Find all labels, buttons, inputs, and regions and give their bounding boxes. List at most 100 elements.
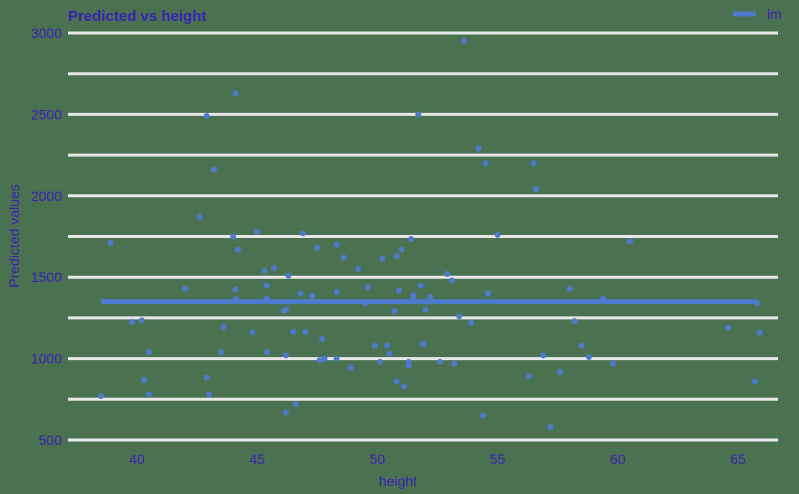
data-point	[206, 391, 213, 398]
data-point	[405, 358, 412, 365]
data-point	[422, 306, 429, 313]
data-point	[444, 270, 451, 277]
data-point	[410, 295, 417, 302]
data-point	[232, 296, 239, 303]
data-point	[355, 266, 362, 273]
y-tick-label: 1000	[31, 351, 62, 367]
data-point	[408, 235, 415, 242]
data-point	[129, 318, 136, 325]
data-point	[362, 300, 369, 307]
data-point	[460, 38, 467, 45]
data-point	[756, 329, 763, 336]
data-point	[417, 282, 424, 289]
chart-title: Predicted vs height	[68, 8, 206, 25]
data-point	[302, 328, 309, 335]
data-point	[376, 358, 383, 365]
y-tick-label: 2000	[31, 188, 62, 204]
data-point	[234, 246, 241, 253]
data-point	[468, 319, 475, 326]
data-point	[571, 318, 578, 325]
x-tick-label: 50	[370, 451, 386, 467]
data-point	[436, 358, 443, 365]
data-point	[533, 186, 540, 193]
data-point	[398, 246, 405, 253]
data-point	[751, 378, 758, 385]
data-point	[271, 265, 278, 272]
data-point	[600, 295, 607, 302]
data-point	[263, 295, 270, 302]
data-point	[566, 285, 573, 292]
data-point	[393, 253, 400, 260]
x-tick-label: 60	[610, 451, 626, 467]
data-point	[230, 233, 237, 240]
data-point	[316, 357, 323, 364]
data-point	[203, 113, 210, 120]
data-point	[299, 230, 306, 237]
data-point	[475, 145, 482, 152]
data-point	[107, 240, 114, 247]
data-point	[314, 244, 321, 251]
data-point	[585, 353, 592, 360]
data-point	[448, 277, 455, 284]
data-point	[540, 352, 547, 359]
data-point	[196, 213, 203, 220]
data-point	[263, 349, 270, 356]
data-point	[547, 423, 554, 430]
data-point	[415, 111, 422, 118]
data-point	[384, 342, 391, 349]
y-tick-label: 500	[39, 432, 63, 448]
data-point	[309, 292, 316, 299]
data-point	[482, 160, 489, 167]
x-tick-label: 40	[129, 451, 145, 467]
data-point	[283, 352, 290, 359]
data-point	[400, 383, 407, 390]
data-point	[379, 255, 386, 262]
data-point	[218, 349, 225, 356]
data-point	[290, 328, 297, 335]
data-point	[146, 391, 153, 398]
data-point	[725, 324, 732, 331]
data-point	[484, 290, 491, 297]
data-point	[261, 267, 268, 274]
data-point	[347, 364, 354, 371]
x-axis-label: height	[379, 473, 417, 489]
data-point	[480, 412, 487, 419]
data-point	[203, 374, 210, 381]
legend[interactable]: lm	[733, 6, 782, 22]
data-point	[283, 409, 290, 416]
y-tick-label: 3000	[31, 25, 62, 41]
data-point	[220, 323, 227, 330]
data-point	[451, 360, 458, 367]
data-point	[333, 355, 340, 362]
data-point	[371, 342, 378, 349]
data-point	[557, 368, 564, 375]
data-point	[609, 360, 616, 367]
data-point	[283, 306, 290, 313]
data-point	[364, 283, 371, 290]
data-point	[97, 393, 104, 400]
y-tick-label: 1500	[31, 269, 62, 285]
data-point	[232, 90, 239, 97]
x-tick-label: 45	[249, 451, 265, 467]
data-point	[333, 288, 340, 295]
data-point	[146, 349, 153, 356]
data-point	[141, 376, 148, 383]
data-point	[292, 401, 299, 408]
data-point	[427, 293, 434, 300]
data-point	[254, 228, 261, 235]
data-point	[494, 231, 501, 238]
data-point	[626, 238, 633, 245]
data-point	[391, 308, 398, 315]
x-tick-label: 55	[490, 451, 506, 467]
data-point	[420, 340, 427, 347]
data-point	[754, 300, 761, 307]
y-axis-label: Predicted values	[6, 184, 22, 288]
data-point	[396, 287, 403, 294]
x-axis-ticks: 40 45 50 55 60 65	[129, 451, 746, 467]
data-point	[210, 166, 217, 173]
x-tick-label: 65	[730, 451, 746, 467]
data-point	[386, 350, 393, 357]
data-point	[530, 160, 537, 167]
gridlines	[68, 31, 778, 442]
